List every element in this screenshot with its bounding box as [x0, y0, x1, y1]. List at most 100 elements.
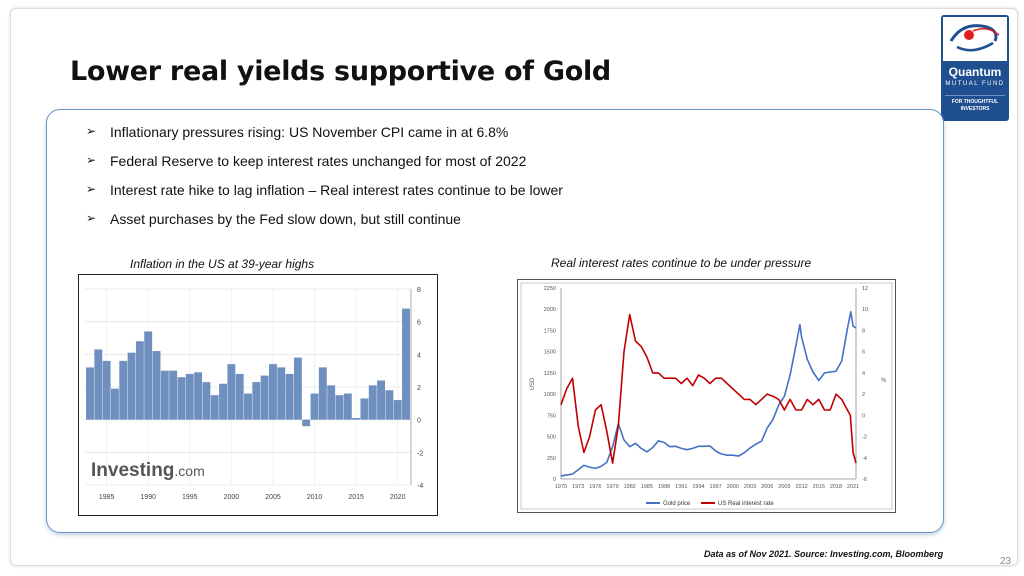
- logo-tagline: FOR THOUGHTFUL INVESTORS: [945, 95, 1005, 113]
- x-tick-label: 2009: [778, 484, 790, 490]
- y-left-tick-label: 750: [547, 413, 556, 419]
- bullet-item: ➢ Inflationary pressures rising: US Nove…: [86, 124, 563, 153]
- inflation-bar: [127, 352, 136, 420]
- y-right-tick-label: 6: [862, 350, 865, 356]
- inflation-chart-bars: [86, 308, 410, 427]
- x-tick-label: 1997: [710, 484, 722, 490]
- x-tick-label: 1991: [675, 484, 687, 490]
- x-tick-label: 2000: [224, 494, 240, 501]
- y-left-tick-label: 1500: [544, 350, 556, 356]
- y-right-axis-label: %: [881, 378, 887, 384]
- bullet-text: Interest rate hike to lag inflation – Re…: [110, 182, 563, 198]
- inflation-bar: [102, 360, 111, 420]
- inflation-chart: 8 6 4 2 0 -2 -4 1985 1990 1995 2000 2005 2010 2015 20…: [85, 287, 423, 501]
- y-tick-label: 8: [417, 287, 421, 294]
- x-tick-label: 1985: [99, 494, 115, 501]
- inflation-bar: [202, 382, 211, 420]
- x-tick-label: 1988: [658, 484, 670, 490]
- y-tick-label: 4: [417, 352, 421, 359]
- inflation-chart-panel: 8 6 4 2 0 -2 -4 1985 1990 1995 2000 2005 2010 2015 20…: [78, 274, 438, 516]
- x-tick-label: 1982: [624, 484, 636, 490]
- x-tick-label: 1970: [555, 484, 567, 490]
- inflation-bar: [144, 331, 153, 420]
- inflation-chart-grid: [85, 288, 412, 486]
- x-tick-label: 1990: [140, 494, 156, 501]
- y-left-tick-label: 2250: [544, 286, 556, 292]
- bullet-item: ➢ Federal Reserve to keep interest rates…: [86, 153, 563, 182]
- real-rates-chart-axes: [560, 288, 857, 480]
- arrow-bullet-icon: ➢: [86, 153, 97, 167]
- inflation-bar: [302, 419, 311, 427]
- inflation-bar: [352, 418, 361, 420]
- inflation-bar: [393, 400, 402, 420]
- x-tick-label: 1995: [182, 494, 198, 501]
- inflation-bar: [110, 388, 119, 420]
- real-rates-chart-panel: 2250 2000 1750 1500 1250 1000 750 500 250 0 12 10 8 6…: [517, 279, 896, 513]
- inflation-chart-x-ticks: 1985 1990 1995 2000 2005 2010 2015 2020: [99, 494, 406, 501]
- real-rates-chart-lines: [560, 310, 857, 477]
- real-rates-chart: 2250 2000 1750 1500 1250 1000 750 500 250 0 12 10 8 6…: [520, 282, 893, 510]
- inflation-bar: [135, 341, 144, 420]
- y-tick-label: 0: [417, 418, 421, 425]
- x-tick-label: 2018: [830, 484, 842, 490]
- real-interest-rate-line: [560, 313, 857, 464]
- inflation-chart-caption: Inflation in the US at 39-year highs: [130, 257, 315, 271]
- gold-price-line: [560, 310, 857, 477]
- real-rates-chart-legend: Gold price US Real interest rate: [646, 501, 774, 507]
- y-right-tick-label: 0: [862, 413, 865, 419]
- y-left-tick-label: 1000: [544, 392, 556, 398]
- inflation-bar: [119, 360, 128, 420]
- y-right-tick-label: -2: [862, 435, 867, 441]
- x-tick-label: 1979: [606, 484, 618, 490]
- y-right-tick-label: 2: [862, 392, 865, 398]
- inflation-bar: [169, 370, 178, 420]
- x-tick-label: 1973: [572, 484, 584, 490]
- inflation-bar: [185, 373, 194, 420]
- x-tick-label: 1985: [641, 484, 653, 490]
- x-tick-label: 2015: [348, 494, 364, 501]
- x-tick-label: 2012: [795, 484, 807, 490]
- inflation-bar: [210, 395, 219, 420]
- inflation-bar: [86, 367, 94, 420]
- inflation-bar: [293, 357, 302, 420]
- y-right-tick-label: 8: [862, 328, 865, 334]
- y-right-tick-label: -6: [862, 477, 867, 483]
- inflation-bar: [194, 372, 203, 420]
- inflation-bar: [235, 373, 244, 420]
- logo-name: Quantum: [948, 65, 1002, 79]
- inflation-chart-y-ticks: 8 6 4 2 0 -2 -4: [417, 287, 423, 490]
- x-tick-label: 2015: [813, 484, 825, 490]
- x-tick-label: 2003: [744, 484, 756, 490]
- inflation-bar: [244, 393, 252, 420]
- logo-tagline-line-2: INVESTORS: [960, 106, 990, 112]
- inflation-bar: [385, 390, 394, 420]
- inflation-bar: [252, 382, 261, 420]
- source-footnote: Data as of Nov 2021. Source: Investing.c…: [704, 549, 944, 559]
- logo-globe-icon: [949, 24, 1000, 52]
- inflation-bar: [310, 393, 319, 420]
- bullet-text: Federal Reserve to keep interest rates u…: [110, 153, 527, 169]
- inflation-bar: [160, 370, 169, 420]
- inflation-bar: [285, 373, 294, 420]
- bullet-item: ➢ Interest rate hike to lag inflation – …: [86, 182, 563, 211]
- arrow-bullet-icon: ➢: [86, 124, 97, 138]
- inflation-bar: [219, 383, 228, 420]
- logo-subtitle: MUTUAL FUND: [945, 81, 1005, 87]
- inflation-bar: [152, 351, 161, 420]
- x-tick-label: 2005: [265, 494, 281, 501]
- legend-real-rate-label: US Real interest rate: [718, 501, 774, 507]
- bullet-item: ➢ Asset purchases by the Fed slow down, …: [86, 211, 563, 240]
- company-logo: Quantum MUTUAL FUND FOR THOUGHTFUL INVES…: [941, 15, 1009, 121]
- inflation-bar: [277, 367, 286, 420]
- slide-title: Lower real yields supportive of Gold: [70, 56, 611, 87]
- inflation-bar: [377, 380, 386, 420]
- y-tick-label: 6: [417, 320, 421, 327]
- logo-emblem: [941, 15, 1009, 63]
- bullet-text: Inflationary pressures rising: US Novemb…: [110, 124, 509, 140]
- y-tick-label: -2: [417, 450, 423, 457]
- inflation-bar: [368, 385, 377, 420]
- bullet-text: Asset purchases by the Fed slow down, bu…: [110, 211, 461, 227]
- arrow-bullet-icon: ➢: [86, 182, 97, 196]
- x-tick-label: 1994: [692, 484, 704, 490]
- legend-gold-label: Gold price: [663, 501, 691, 507]
